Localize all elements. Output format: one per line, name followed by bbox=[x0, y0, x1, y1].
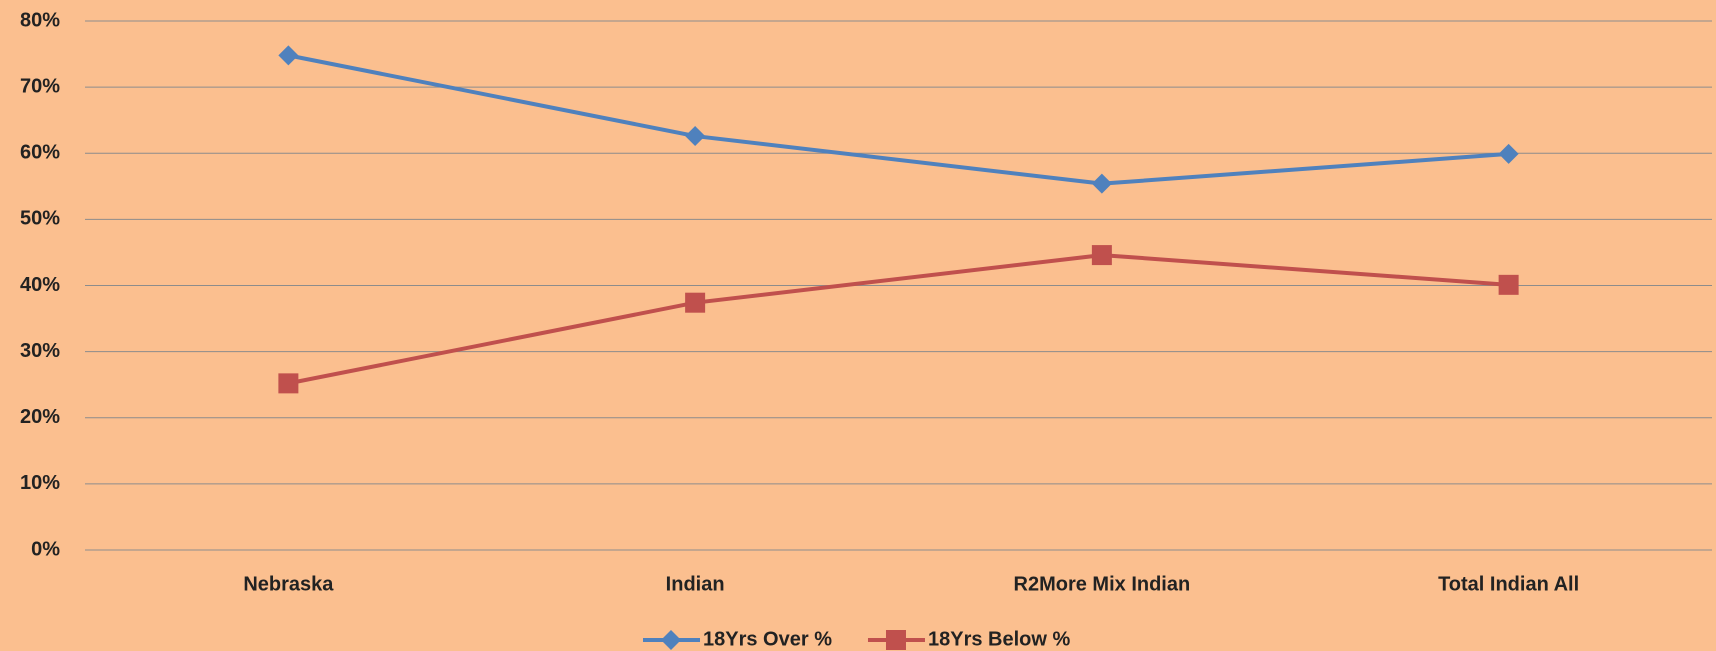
marker bbox=[1498, 274, 1519, 295]
x-tick-label: Total Indian All bbox=[1438, 573, 1579, 595]
marker bbox=[278, 45, 299, 66]
y-tick-label: 0% bbox=[31, 538, 60, 560]
y-tick-label: 50% bbox=[20, 208, 60, 230]
marker bbox=[685, 126, 706, 147]
y-tick-label: 70% bbox=[20, 75, 60, 97]
line bbox=[287, 53, 1509, 186]
marker bbox=[1091, 173, 1112, 194]
marker bbox=[278, 373, 299, 394]
y-tick-label: 40% bbox=[20, 274, 60, 296]
y-tick-label: 10% bbox=[20, 472, 60, 494]
x-tick-label: R2More Mix Indian bbox=[1014, 573, 1191, 595]
legend-label: 18Yrs Over % bbox=[703, 628, 832, 650]
y-tick-label: 80% bbox=[20, 9, 60, 31]
legend-marker bbox=[885, 630, 906, 650]
y-tick-label: 30% bbox=[20, 340, 60, 362]
marker bbox=[685, 292, 706, 313]
legend-marker bbox=[661, 630, 681, 650]
marker bbox=[1091, 245, 1112, 266]
y-tick-label: 60% bbox=[20, 142, 60, 164]
legend-label: 18Yrs Below % bbox=[928, 628, 1071, 650]
x-tick-label: Indian bbox=[666, 573, 725, 595]
marker bbox=[1498, 143, 1519, 164]
y-tick-label: 20% bbox=[20, 406, 60, 428]
x-tick-label: Nebraska bbox=[243, 573, 334, 595]
line bbox=[287, 253, 1509, 386]
